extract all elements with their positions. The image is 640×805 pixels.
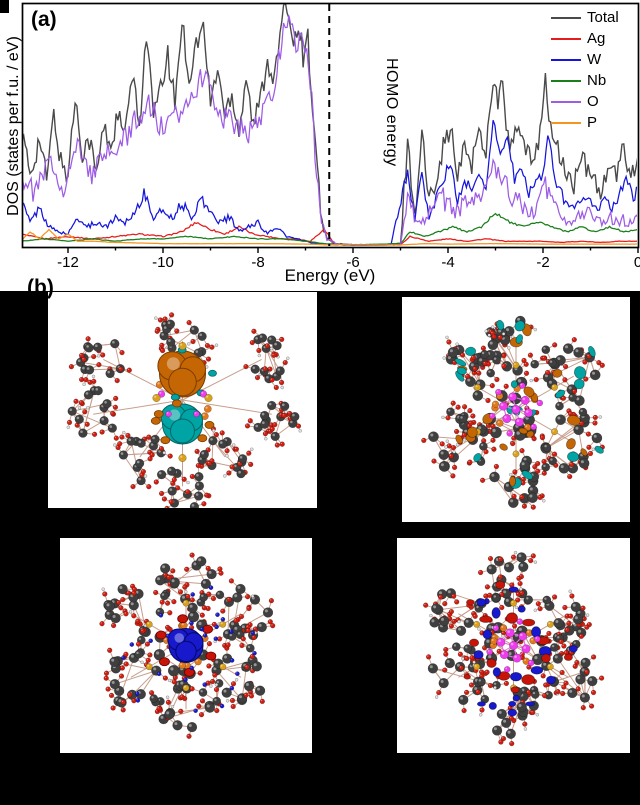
y-axis-label: DOS (states per f.u. / eV) bbox=[5, 36, 22, 216]
x-tick-label: -4 bbox=[441, 254, 454, 271]
molecule-panel-top-left bbox=[48, 292, 317, 508]
x-tick-label: -6 bbox=[346, 254, 359, 271]
homo-annotation-label: HOMO energy bbox=[383, 58, 400, 167]
panel-a-label: (a) bbox=[31, 8, 57, 31]
molecule-panel-bottom-left bbox=[60, 538, 312, 753]
dos-plot-panel: -12 -10 -8 -6 -4 -2 0 (a) DOS (states per f.u.… bbox=[0, 0, 640, 291]
panel-b-label: (b) bbox=[27, 276, 54, 299]
molecule-panel-top-right bbox=[402, 297, 630, 522]
legend: Total Ag W Nb O P bbox=[551, 7, 619, 133]
legend-entry: O bbox=[551, 91, 619, 112]
series-Ag bbox=[23, 221, 637, 246]
legend-swatch bbox=[551, 100, 581, 103]
legend-swatch bbox=[551, 37, 581, 40]
legend-label: O bbox=[587, 93, 599, 110]
x-tick-label: -10 bbox=[152, 254, 174, 271]
corner-notch bbox=[0, 0, 9, 13]
series-P bbox=[23, 228, 637, 246]
legend-entry: Total bbox=[551, 7, 619, 28]
x-tick-label: -2 bbox=[536, 254, 549, 271]
series-W bbox=[23, 119, 637, 246]
legend-entry: W bbox=[551, 49, 619, 70]
series-O bbox=[23, 15, 637, 247]
x-tick-label: 0 bbox=[634, 254, 640, 271]
legend-entry: Ag bbox=[551, 28, 619, 49]
legend-label: Nb bbox=[587, 72, 607, 89]
legend-label: Ag bbox=[587, 30, 606, 47]
legend-entry: P bbox=[551, 112, 619, 133]
legend-label: Total bbox=[587, 9, 619, 26]
x-tick-label: -8 bbox=[251, 254, 264, 271]
x-tick-label: -12 bbox=[57, 254, 79, 271]
molecule-panel-bottom-right bbox=[397, 538, 630, 753]
series-Nb bbox=[23, 212, 637, 246]
dos-plot-svg: -12 -10 -8 -6 -4 -2 0 bbox=[21, 2, 640, 271]
legend-label: W bbox=[587, 51, 602, 68]
legend-swatch bbox=[551, 79, 581, 82]
x-axis-label: Energy (eV) bbox=[284, 266, 376, 285]
axes-box bbox=[21, 2, 640, 249]
legend-entry: Nb bbox=[551, 70, 619, 91]
legend-swatch bbox=[551, 58, 581, 61]
series-group bbox=[23, 4, 637, 247]
series-Total bbox=[23, 4, 637, 246]
legend-label: P bbox=[587, 114, 598, 131]
legend-swatch bbox=[551, 121, 581, 124]
legend-swatch bbox=[551, 16, 581, 19]
x-axis: -12 -10 -8 -6 -4 -2 0 bbox=[57, 247, 640, 271]
